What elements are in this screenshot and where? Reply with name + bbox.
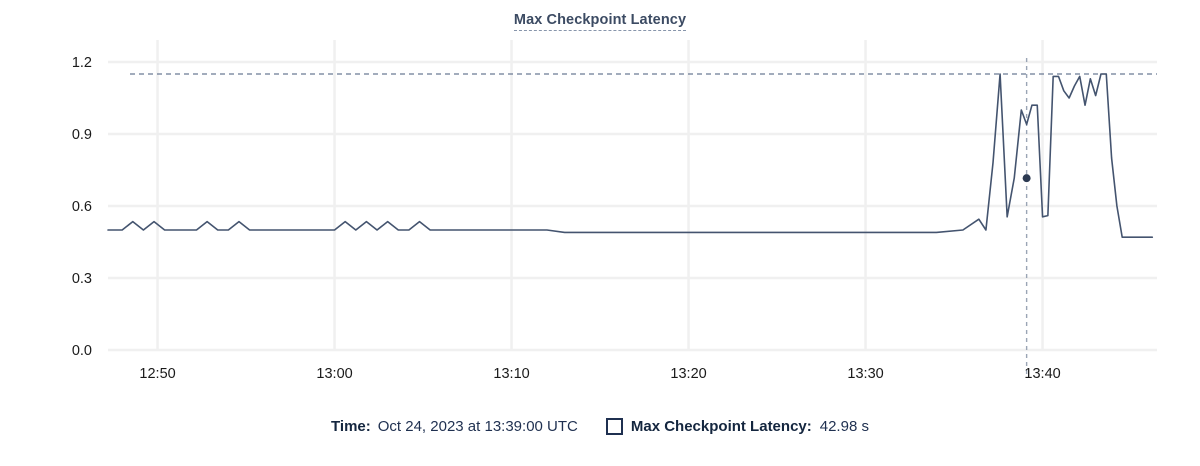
- horizontal-gridlines: [108, 60, 1157, 352]
- chart-plot-area[interactable]: 0.0 0.3 0.6 0.9 1.2 12:50 13:00 13:10 13:20 13:3…: [0, 0, 1200, 400]
- svg-text:0.9: 0.9: [72, 127, 92, 143]
- legend-series-label: Max Checkpoint Latency:: [630, 418, 812, 435]
- svg-text:13:30: 13:30: [847, 366, 883, 382]
- footer-time-label: Time:: [331, 418, 371, 435]
- footer-time-block: Time: Oct 24, 2023 at 13:39:00 UTC: [331, 418, 578, 435]
- svg-text:1.2: 1.2: [72, 55, 92, 71]
- legend-entry[interactable]: Max Checkpoint Latency: 42.98 s: [605, 418, 869, 435]
- y-axis-tick-labels: 0.0 0.3 0.6 0.9 1.2: [72, 55, 92, 359]
- footer-time-value: Oct 24, 2023 at 13:39:00 UTC: [377, 418, 578, 435]
- svg-text:12:50: 12:50: [139, 366, 175, 382]
- svg-text:13:10: 13:10: [493, 366, 529, 382]
- series-line-max-checkpoint-latency[interactable]: [107, 73, 1154, 238]
- svg-text:0.0: 0.0: [72, 343, 92, 359]
- svg-text:0.3: 0.3: [72, 271, 92, 287]
- chart-title-text: Max Checkpoint Latency: [513, 12, 687, 31]
- chart-title: Max Checkpoint Latency: [0, 12, 1200, 31]
- svg-text:13:40: 13:40: [1024, 366, 1060, 382]
- vertical-gridlines: [156, 40, 1044, 350]
- x-axis-tick-labels: 12:50 13:00 13:10 13:20 13:30 13:40: [139, 366, 1060, 382]
- svg-text:0.6: 0.6: [72, 199, 92, 215]
- highlight-data-point[interactable]: [1022, 174, 1031, 183]
- legend-series-value: 42.98 s: [819, 418, 869, 435]
- svg-text:13:00: 13:00: [316, 366, 352, 382]
- legend-square-icon: [605, 418, 623, 435]
- chart-footer: Time: Oct 24, 2023 at 13:39:00 UTC Max C…: [0, 418, 1200, 435]
- svg-text:13:20: 13:20: [670, 366, 706, 382]
